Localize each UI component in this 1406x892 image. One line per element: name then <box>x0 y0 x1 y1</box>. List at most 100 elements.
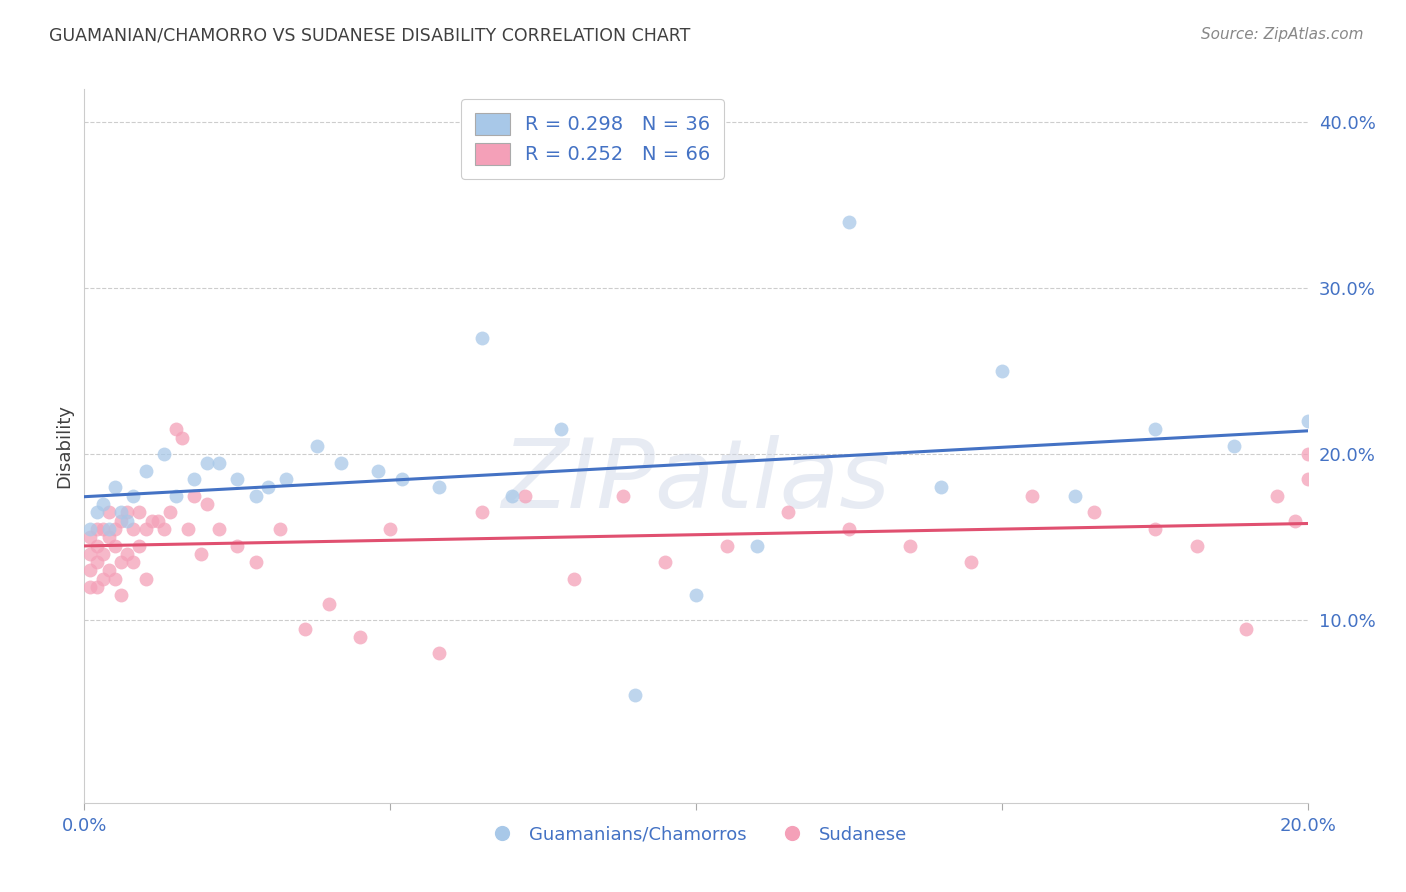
Point <box>177 522 200 536</box>
Point <box>110 555 132 569</box>
Point <box>1265 489 1288 503</box>
Point <box>1296 414 1319 428</box>
Point <box>1236 622 1258 636</box>
Point <box>427 647 450 661</box>
Point <box>269 522 291 536</box>
Point <box>79 547 101 561</box>
Point <box>1143 422 1166 436</box>
Text: Source: ZipAtlas.com: Source: ZipAtlas.com <box>1201 27 1364 42</box>
Point <box>86 539 108 553</box>
Point <box>97 530 120 544</box>
Point <box>208 522 231 536</box>
Point <box>349 630 371 644</box>
Point <box>97 505 120 519</box>
Point <box>153 522 176 536</box>
Point <box>562 572 585 586</box>
Point <box>330 456 353 470</box>
Point <box>135 572 157 586</box>
Point <box>79 564 101 578</box>
Point <box>86 580 108 594</box>
Point <box>115 514 138 528</box>
Point <box>1064 489 1087 503</box>
Point <box>929 481 952 495</box>
Point <box>110 514 132 528</box>
Legend: Guamanians/Chamorros, Sudanese: Guamanians/Chamorros, Sudanese <box>477 819 915 851</box>
Point <box>226 539 249 553</box>
Point <box>128 539 150 553</box>
Point <box>79 580 101 594</box>
Point <box>391 472 413 486</box>
Point <box>624 688 647 702</box>
Point <box>960 555 983 569</box>
Point <box>747 539 769 553</box>
Point <box>91 572 114 586</box>
Point <box>122 555 145 569</box>
Point <box>86 522 108 536</box>
Point <box>1296 472 1319 486</box>
Point <box>685 588 707 602</box>
Point <box>104 522 127 536</box>
Point <box>141 514 163 528</box>
Point <box>550 422 572 436</box>
Point <box>195 497 218 511</box>
Point <box>776 505 799 519</box>
Point <box>1083 505 1105 519</box>
Point <box>305 439 328 453</box>
Point <box>513 489 536 503</box>
Point <box>183 472 205 486</box>
Text: ZIPatlas: ZIPatlas <box>502 435 890 528</box>
Point <box>1223 439 1246 453</box>
Point <box>91 522 114 536</box>
Point <box>1021 489 1043 503</box>
Point <box>97 564 120 578</box>
Point <box>91 547 114 561</box>
Point <box>183 489 205 503</box>
Point <box>318 597 340 611</box>
Text: GUAMANIAN/CHAMORRO VS SUDANESE DISABILITY CORRELATION CHART: GUAMANIAN/CHAMORRO VS SUDANESE DISABILIT… <box>49 27 690 45</box>
Point <box>79 530 101 544</box>
Point <box>115 505 138 519</box>
Point <box>172 431 194 445</box>
Point <box>245 555 267 569</box>
Point <box>79 522 101 536</box>
Point <box>294 622 316 636</box>
Point <box>1296 447 1319 461</box>
Point <box>245 489 267 503</box>
Point <box>104 572 127 586</box>
Point <box>110 505 132 519</box>
Point <box>115 547 138 561</box>
Point <box>86 555 108 569</box>
Point <box>1143 522 1166 536</box>
Point <box>380 522 402 536</box>
Point <box>898 539 921 553</box>
Point <box>502 489 524 503</box>
Point <box>257 481 280 495</box>
Point <box>104 481 127 495</box>
Point <box>190 547 212 561</box>
Point <box>612 489 634 503</box>
Point <box>991 364 1014 378</box>
Point <box>104 539 127 553</box>
Point <box>716 539 738 553</box>
Point <box>91 497 114 511</box>
Point <box>838 215 860 229</box>
Point <box>208 456 231 470</box>
Point <box>1187 539 1209 553</box>
Point <box>471 331 494 345</box>
Point <box>838 522 860 536</box>
Point <box>367 464 389 478</box>
Point <box>146 514 169 528</box>
Point <box>165 422 187 436</box>
Point <box>122 522 145 536</box>
Point <box>165 489 187 503</box>
Point <box>471 505 494 519</box>
Point <box>654 555 676 569</box>
Y-axis label: Disability: Disability <box>55 404 73 488</box>
Point <box>276 472 298 486</box>
Point <box>159 505 181 519</box>
Point <box>427 481 450 495</box>
Point <box>135 464 157 478</box>
Point <box>226 472 249 486</box>
Point <box>122 489 145 503</box>
Point <box>128 505 150 519</box>
